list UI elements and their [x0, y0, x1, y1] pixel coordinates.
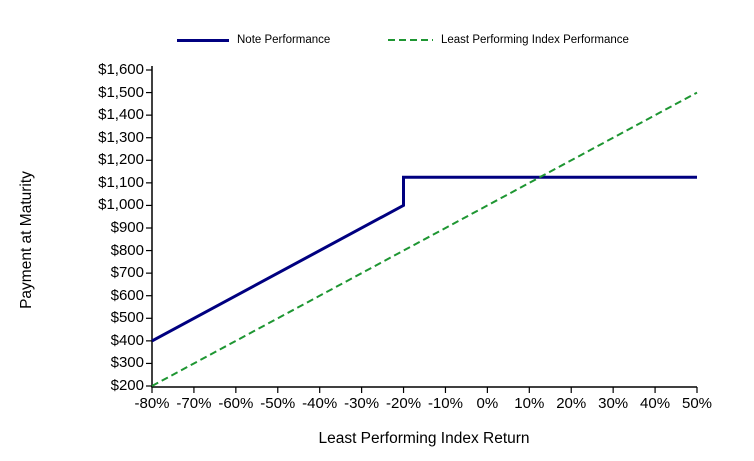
x-tick-label: 20%: [556, 395, 587, 412]
y-tick-label: $300: [110, 354, 144, 372]
y-tick-label: $1,100: [98, 173, 144, 191]
note-performance-line-swatch: [177, 38, 229, 42]
series-line-note-performance: [151, 175, 697, 343]
y-tick-label: $1,200: [98, 151, 144, 169]
legend-label-least-performing-index: Least Performing Index Performance: [441, 34, 629, 46]
least-performing-index-line-swatch: [388, 39, 433, 41]
x-tick-label: -30%: [344, 395, 380, 412]
legend-item-note-performance: Note Performance: [177, 33, 330, 47]
y-tick-label: $1,500: [98, 83, 144, 101]
y-tick-label: $600: [110, 286, 144, 304]
x-tick-label: 10%: [514, 395, 545, 412]
x-tick-label: -20%: [386, 395, 422, 412]
x-tick-label: -10%: [427, 395, 463, 412]
x-tick-label: -70%: [176, 395, 212, 412]
x-axis-title: Least Performing Index Return: [318, 430, 530, 447]
legend-label-note-performance: Note Performance: [237, 34, 331, 46]
series-line-least-performing-index-performance: [151, 91, 698, 387]
y-tick-label: $1,400: [98, 106, 144, 124]
x-tick-label: 30%: [598, 395, 629, 412]
y-tick-label: $1,600: [98, 61, 144, 78]
y-tick-label: $1,300: [98, 128, 144, 146]
legend-item-least-performing-index: Least Performing Index Performance: [388, 33, 629, 47]
x-tick-label: -60%: [218, 395, 254, 412]
y-tick-label: $400: [110, 331, 144, 349]
x-tick-label: -80%: [134, 395, 170, 412]
y-tick-label: $800: [110, 241, 144, 259]
y-tick-label: $700: [110, 264, 144, 282]
x-tick-label: -40%: [302, 395, 338, 412]
y-tick-label: $200: [110, 377, 144, 394]
x-tick-label: 50%: [681, 395, 713, 412]
y-tick-label: $900: [110, 219, 144, 236]
y-tick-label: $1,000: [98, 196, 144, 214]
x-tick-label: 40%: [640, 395, 671, 412]
x-tick-label: -50%: [260, 395, 296, 412]
x-tick-label: 0%: [476, 395, 499, 412]
y-tick-label: $500: [110, 309, 144, 327]
